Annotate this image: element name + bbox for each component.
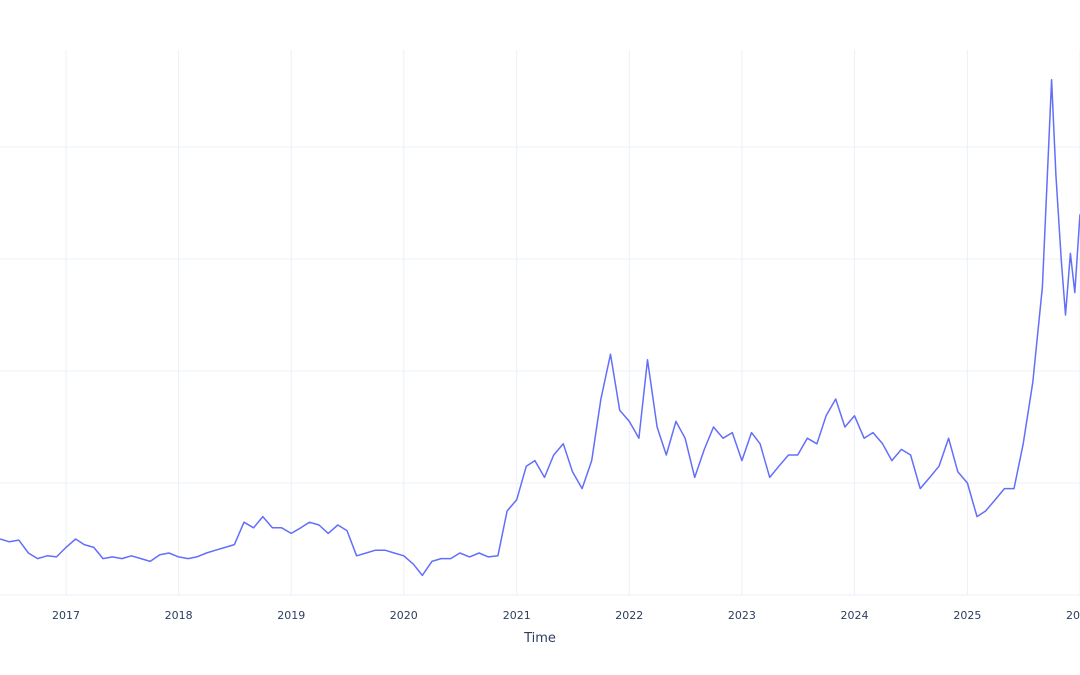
x-tick-label: 2019	[277, 609, 305, 622]
x-tick-label: 2025	[953, 609, 981, 622]
x-tick-label: 2021	[503, 609, 531, 622]
x-tick-label: 2024	[840, 609, 868, 622]
y-gridlines	[0, 146, 1080, 484]
x-tick-label: 2022	[615, 609, 643, 622]
x-tick-labels: 2017 2018 2019 2020 2021 2022 2023 2024 2025 2026	[52, 609, 1080, 622]
series-layer	[0, 79, 1080, 577]
x-tick-label: 2020	[390, 609, 418, 622]
x-tick-label: 2023	[728, 609, 756, 622]
x-tick-label: 2018	[165, 609, 193, 622]
x-axis-title: Time	[523, 631, 556, 646]
x-gridlines	[65, 50, 1080, 595]
x-tick-label: 2026	[1066, 609, 1080, 622]
x-tick-label: 2017	[52, 609, 80, 622]
series-line	[0, 79, 1080, 577]
